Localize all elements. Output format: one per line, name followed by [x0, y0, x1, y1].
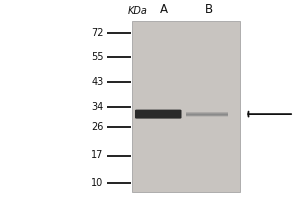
- Text: 17: 17: [91, 150, 104, 160]
- Text: 72: 72: [91, 28, 103, 38]
- Text: 43: 43: [91, 77, 104, 87]
- Bar: [186, 115, 228, 116]
- Text: 26: 26: [91, 122, 104, 132]
- Text: 55: 55: [91, 51, 103, 62]
- Text: KDa: KDa: [128, 6, 148, 16]
- Text: B: B: [204, 3, 213, 16]
- Bar: [186, 116, 228, 117]
- Bar: [186, 114, 228, 115]
- Bar: [186, 113, 228, 114]
- Bar: [132, 21, 240, 192]
- Text: A: A: [160, 3, 167, 16]
- Text: 10: 10: [91, 178, 104, 188]
- Text: 34: 34: [91, 102, 104, 112]
- Bar: [186, 116, 228, 117]
- Bar: [186, 114, 228, 115]
- Bar: [186, 111, 228, 112]
- Bar: [186, 115, 228, 116]
- Bar: [186, 112, 228, 113]
- FancyBboxPatch shape: [135, 110, 182, 119]
